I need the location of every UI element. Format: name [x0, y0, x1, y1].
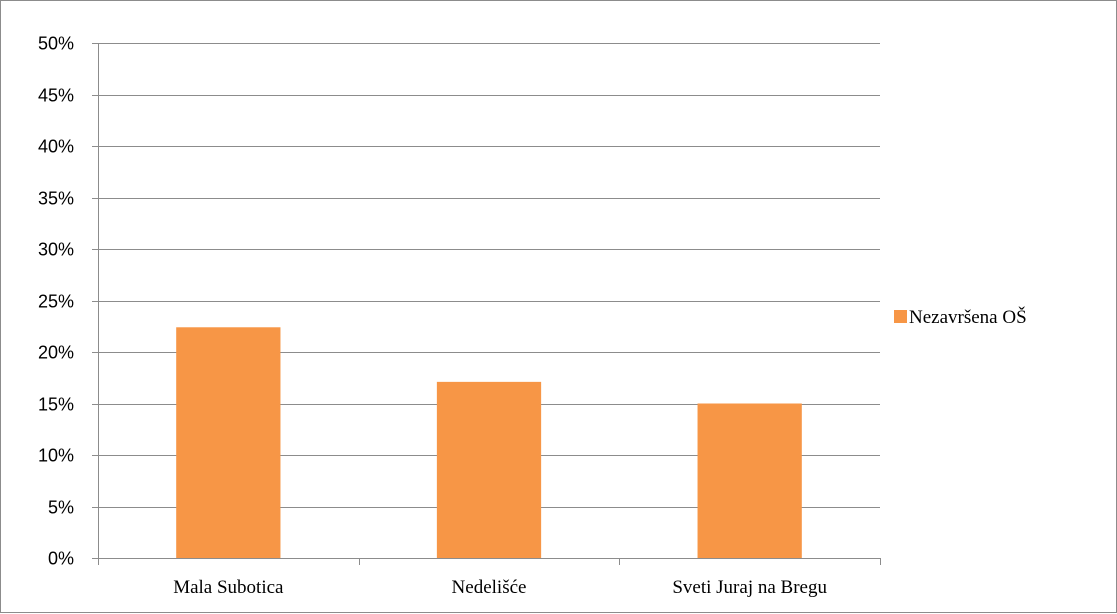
- legend-label: Nezavršena OŠ: [909, 306, 1027, 328]
- y-tick-label: 50%: [38, 34, 74, 54]
- y-tick-label: 5%: [48, 498, 74, 518]
- y-tick-label: 10%: [38, 446, 74, 466]
- x-tick-label: Mala Subotica: [173, 577, 284, 598]
- y-tick-labels: 0% 5% 10% 15% 20% 25% 30% 35% 40% 45% 50%: [38, 34, 74, 569]
- legend: Nezavršena OŠ: [894, 306, 1027, 328]
- legend-swatch: [894, 310, 907, 323]
- y-tick-label: 20%: [38, 343, 74, 363]
- x-tick-label: Nedelišće: [452, 577, 527, 598]
- x-tick-label: Sveti Juraj na Bregu: [672, 577, 827, 598]
- y-tick-label: 15%: [38, 395, 74, 415]
- x-tick-labels: Mala Subotica Nedelišće Sveti Juraj na Bre…: [173, 577, 827, 598]
- y-tick-label: 35%: [38, 189, 74, 209]
- y-tick-label: 30%: [38, 240, 74, 260]
- bar: [176, 327, 281, 558]
- y-tick-label: 45%: [38, 86, 74, 106]
- bar: [436, 381, 542, 558]
- axes: [92, 43, 881, 565]
- bars: [176, 327, 802, 558]
- bar: [697, 403, 802, 558]
- y-tick-label: 0%: [48, 549, 74, 569]
- y-tick-label: 40%: [38, 137, 74, 157]
- y-tick-label: 25%: [38, 292, 74, 312]
